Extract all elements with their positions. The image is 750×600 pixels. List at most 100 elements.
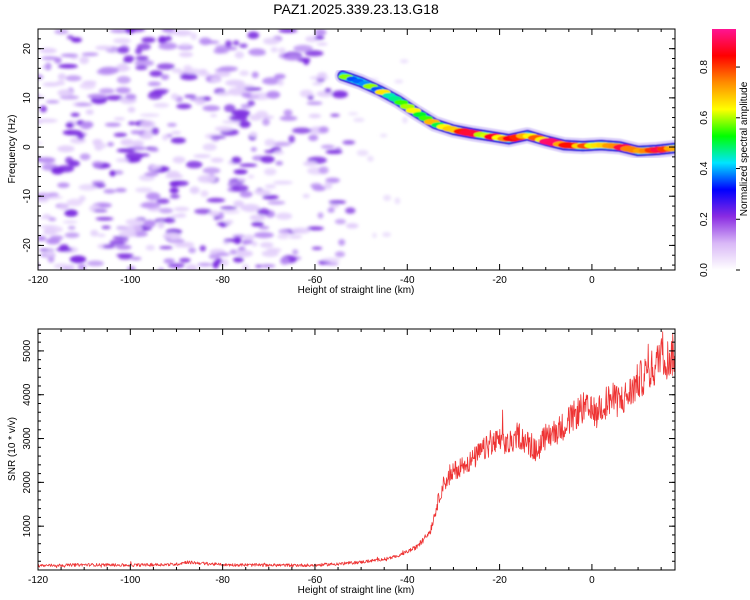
- snr-y-tick-label: 4000: [22, 383, 33, 406]
- colorbar-tick-label: 0.8: [699, 60, 710, 74]
- noise-blob: [107, 142, 114, 147]
- noise-blob: [229, 249, 238, 255]
- noise-blob: [189, 186, 200, 194]
- noise-blob: [213, 215, 220, 220]
- noise-blob: [283, 109, 293, 116]
- noise-blob: [278, 47, 286, 54]
- noise-blob: [150, 165, 162, 170]
- noise-blob: [104, 122, 121, 127]
- noise-blob: [66, 198, 83, 207]
- noise-blob: [170, 137, 186, 144]
- noise-blob: [251, 71, 259, 79]
- noise-blob: [324, 88, 332, 93]
- noise-blob: [62, 129, 82, 136]
- noise-blob: [141, 201, 161, 209]
- noise-blob: [306, 101, 323, 105]
- noise-blob: [345, 223, 359, 229]
- noise-blob: [325, 177, 341, 183]
- noise-blob: [274, 73, 286, 80]
- snr-x-label: Height of straight line (km): [298, 585, 415, 596]
- noise-blob: [233, 236, 242, 245]
- noise-blob: [147, 81, 162, 87]
- noise-blob: [259, 242, 274, 248]
- noise-blob: [217, 92, 231, 96]
- noise-blob: [249, 214, 266, 221]
- noise-blob: [180, 73, 198, 81]
- noise-blob: [171, 131, 181, 135]
- noise-blob: [249, 131, 258, 138]
- noise-blob: [139, 134, 153, 140]
- noise-blob: [116, 253, 134, 258]
- noise-blob: [190, 32, 198, 40]
- noise-blob: [81, 52, 99, 57]
- noise-blob: [78, 184, 98, 191]
- noise-blob: [131, 140, 144, 147]
- noise-blob: [394, 197, 401, 205]
- noise-blob: [165, 35, 172, 42]
- noise-blob: [278, 29, 298, 33]
- noise-blob: [244, 234, 255, 241]
- noise-blob: [173, 243, 186, 248]
- noise-blob: [149, 70, 163, 77]
- noise-blob: [77, 263, 87, 270]
- noise-blob: [144, 172, 159, 177]
- noise-blob: [210, 76, 221, 83]
- snr-x-tick-label: -100: [120, 575, 140, 586]
- snr-panel: -120 -100 -80 -60 -40 -20 0 1000 2000 3000 4000 500…: [7, 328, 676, 596]
- noise-blob: [233, 200, 245, 207]
- noise-blob: [273, 180, 293, 185]
- noise-blob: [197, 174, 217, 183]
- snr-x-tick-label: -80: [215, 575, 230, 586]
- spectrogram-x-label: Height of straight line (km): [298, 285, 415, 296]
- noise-blob: [43, 214, 51, 218]
- noise-blob: [139, 113, 160, 117]
- noise-blob: [327, 207, 335, 213]
- ridge-hotspot: [394, 99, 409, 106]
- noise-blob: [135, 47, 143, 55]
- noise-blob: [239, 70, 250, 76]
- noise-blob: [140, 120, 156, 129]
- noise-blob: [99, 88, 115, 94]
- noise-blob: [320, 144, 335, 149]
- noise-blob: [334, 218, 346, 225]
- noise-blob: [310, 183, 323, 189]
- colorbar-label: Normalized spectral amplitude: [739, 81, 750, 216]
- noise-blob: [65, 122, 74, 128]
- noise-blob: [262, 118, 270, 126]
- noise-blob: [38, 263, 39, 267]
- noise-blob: [251, 221, 264, 227]
- noise-blob: [39, 225, 58, 229]
- noise-blob: [183, 65, 192, 72]
- spectrogram-x-tick-label: -60: [308, 275, 323, 286]
- noise-blob: [194, 98, 206, 106]
- noise-blob: [247, 31, 260, 39]
- noise-blob: [210, 135, 226, 139]
- noise-blob: [316, 90, 334, 98]
- colorbar: 0.0 0.2 0.4 0.6 0.8 Normalized spectral ampl…: [699, 29, 750, 277]
- spectrogram-y-label: Frequency (Hz): [7, 115, 18, 184]
- noise-blob: [179, 51, 193, 58]
- noise-blob: [244, 87, 262, 91]
- spectrogram-plot-frame: [37, 28, 676, 271]
- noise-blob: [266, 248, 282, 253]
- noise-blob: [257, 208, 270, 216]
- noise-blob: [221, 209, 241, 214]
- chart-title: PAZ1.2025.339.23.13.G18: [273, 1, 439, 17]
- noise-blob: [118, 230, 137, 238]
- noise-blob: [101, 225, 111, 230]
- noise-blob: [47, 256, 55, 263]
- noise-blob: [59, 244, 70, 252]
- colorbar-gradient: [712, 29, 736, 270]
- noise-blob: [58, 63, 78, 69]
- spectrogram-x-tick-label: 0: [589, 275, 595, 286]
- noise-blob: [160, 74, 170, 80]
- noise-blob: [232, 40, 240, 46]
- noise-blob: [262, 115, 275, 120]
- noise-blob: [39, 47, 57, 54]
- noise-blob: [46, 238, 61, 245]
- noise-blob: [275, 161, 284, 166]
- noise-blob: [356, 149, 369, 157]
- noise-blob: [116, 46, 130, 54]
- snr-y-tick-label: 1000: [22, 515, 33, 538]
